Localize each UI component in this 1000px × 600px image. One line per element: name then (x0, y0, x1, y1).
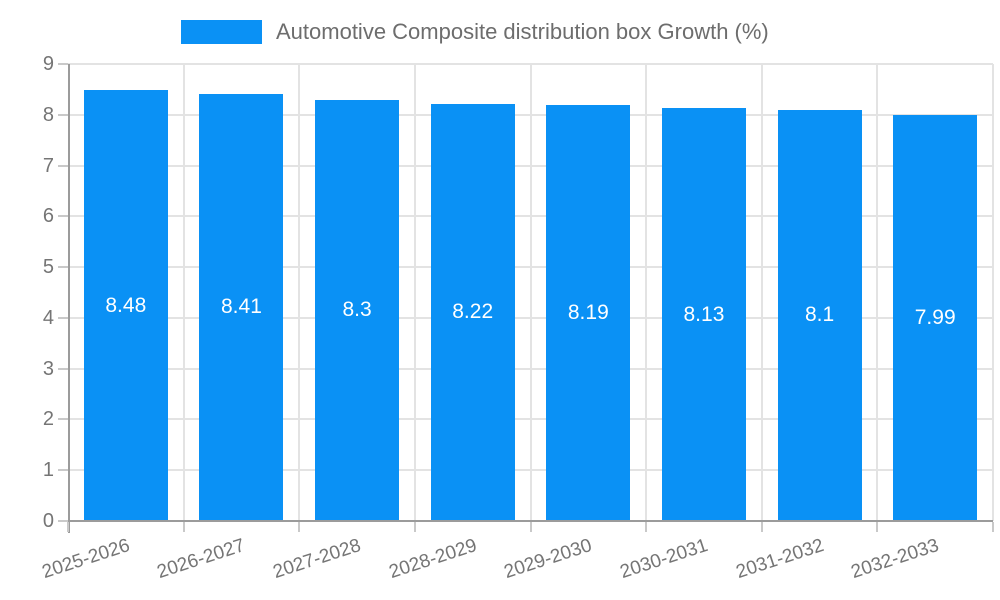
legend-swatch (181, 20, 262, 44)
y-tick-label: 3 (42, 357, 54, 380)
bar-2032-2033[interactable]: 7.99 (893, 115, 978, 521)
x-tick-mark (529, 522, 532, 532)
bar-2029-2030[interactable]: 8.19 (546, 105, 631, 521)
bar-2025-2026[interactable]: 8.48 (83, 90, 168, 521)
y-tick-label: 4 (42, 306, 54, 329)
gridline-vertical (298, 64, 301, 521)
bar-2027-2028[interactable]: 8.3 (315, 99, 400, 521)
bar-2031-2032[interactable]: 8.1 (777, 109, 862, 521)
bar-value-label: 8.22 (452, 300, 494, 324)
bar-2030-2031[interactable]: 8.13 (661, 108, 746, 521)
x-tick-label: 2031-2032 (733, 535, 827, 584)
y-tick-mark (58, 113, 68, 116)
y-tick-mark (58, 63, 68, 65)
y-tick-mark (58, 215, 68, 218)
x-tick-label: 2026-2027 (155, 535, 248, 584)
y-tick-label: 5 (42, 256, 54, 279)
y-tick-mark (58, 469, 68, 472)
x-tick-label: 2027-2028 (270, 535, 364, 584)
x-axis-line (68, 520, 993, 522)
y-tick-mark (58, 520, 68, 522)
y-axis-line (68, 64, 70, 533)
x-tick-label: 2025-2026 (39, 535, 133, 584)
x-tick-label: 2032-2033 (848, 535, 942, 584)
y-tick-mark (58, 367, 68, 370)
y-tick-label: 7 (42, 154, 54, 177)
bar-value-label: 8.3 (342, 298, 372, 322)
gridline-vertical (760, 64, 763, 521)
legend-label: Automotive Composite distribution box Gr… (276, 19, 769, 44)
gridline-vertical (529, 64, 532, 521)
x-tick-mark (298, 522, 301, 532)
bar-value-label: 8.19 (567, 301, 609, 325)
x-tick-mark (876, 522, 879, 532)
y-tick-label: 0 (42, 510, 54, 532)
bar-2026-2027[interactable]: 8.41 (199, 93, 284, 521)
x-tick-mark (760, 522, 763, 532)
x-tick-mark (645, 522, 648, 532)
y-tick-mark (58, 418, 68, 421)
legend-item[interactable]: Automotive Composite distribution box Gr… (181, 20, 769, 44)
x-tick-mark (413, 522, 416, 532)
y-tick-label: 2 (42, 408, 54, 431)
bar-value-label: 8.1 (804, 303, 835, 327)
y-tick-label: 8 (42, 103, 54, 126)
y-tick-mark (58, 164, 68, 167)
bar-value-label: 7.99 (914, 306, 956, 330)
y-tick-mark (58, 266, 68, 269)
gridline-vertical (413, 64, 416, 521)
gridline-vertical (182, 64, 185, 521)
gridline-vertical (645, 64, 648, 521)
x-tick-mark (992, 522, 994, 532)
plot-area: 8.48 8.41 8.3 8.22 8.19 8.13 8.1 7.99 (68, 63, 994, 521)
x-tick-mark (182, 522, 185, 532)
bar-2028-2029[interactable]: 8.22 (430, 103, 515, 521)
bar-value-label: 8.13 (683, 302, 725, 326)
x-tick-label: 2029-2030 (501, 535, 595, 584)
x-tick-mark (67, 522, 69, 532)
y-tick-label: 1 (42, 459, 54, 482)
bar-value-label: 8.41 (221, 295, 262, 319)
y-tick-label: 9 (42, 53, 54, 75)
y-tick-mark (58, 316, 68, 319)
x-tick-label: 2030-2031 (617, 535, 711, 584)
y-tick-label: 6 (42, 205, 54, 228)
x-tick-label: 2028-2029 (386, 535, 480, 584)
bar-value-label: 8.48 (105, 293, 147, 317)
gridline-vertical (992, 64, 994, 521)
gridline-vertical (876, 64, 879, 521)
